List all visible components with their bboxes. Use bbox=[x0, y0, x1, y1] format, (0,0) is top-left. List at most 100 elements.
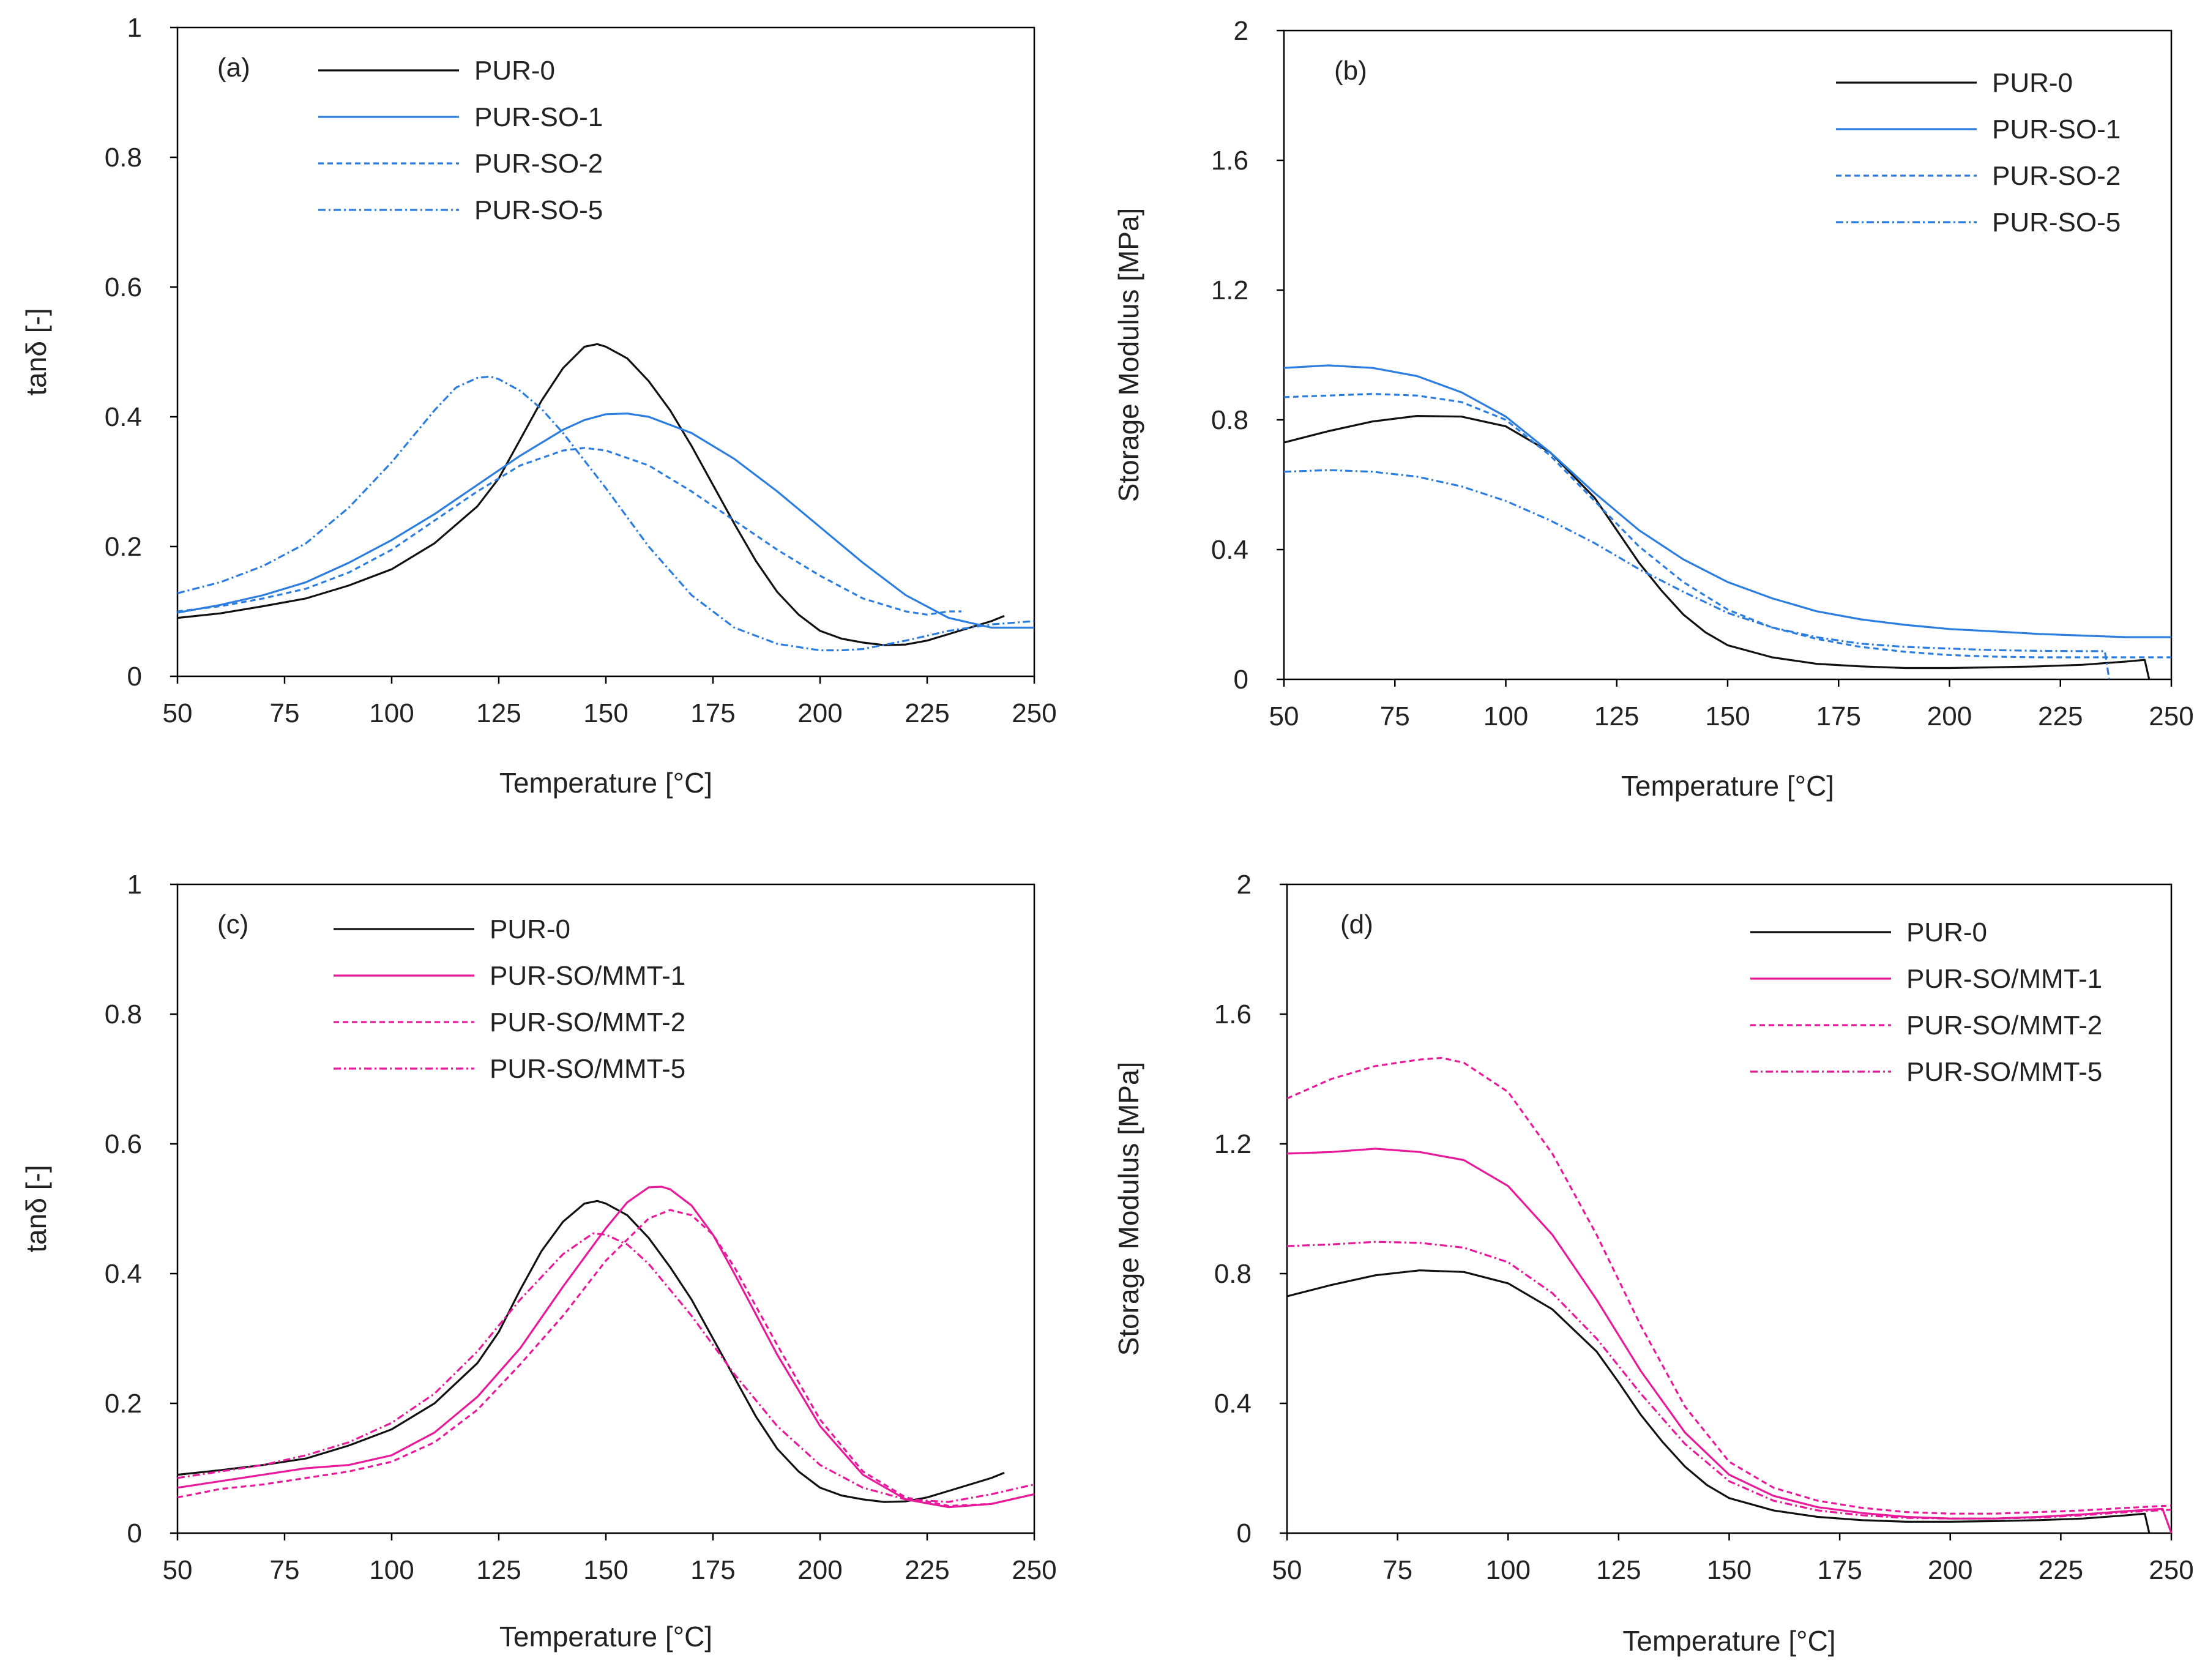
y-tick-label: 0 bbox=[1234, 665, 1248, 695]
x-tick-label: 50 bbox=[163, 1555, 193, 1585]
series-line-pur-so-mmt-1 bbox=[1286, 1148, 2173, 1534]
series-line-pur-so-mmt-2 bbox=[1286, 1056, 2172, 1515]
y-tick-label: 0.4 bbox=[1211, 535, 1248, 565]
series-line-pur-so-mmt-1 bbox=[177, 1185, 1035, 1509]
y-tick-label: 0.4 bbox=[105, 1259, 142, 1289]
y-tick-label: 0.6 bbox=[105, 1129, 142, 1159]
chart-panel-c: 50 75 100 125 150 175 200 225 250 0 0.2 0.4 0.6 0.8 1 T… bbox=[20, 870, 1057, 1652]
y-tick-label: 0.4 bbox=[1214, 1389, 1252, 1419]
x-tick-label: 250 bbox=[2149, 701, 2193, 731]
series-line-pur-so-1 bbox=[177, 413, 1034, 629]
y-tick-label: 1.6 bbox=[1211, 146, 1248, 176]
x-tick-label: 100 bbox=[1486, 1555, 1531, 1585]
y-tick-label: 2 bbox=[1237, 870, 1252, 900]
legend-entry: PUR-0 bbox=[1906, 917, 1987, 947]
y-axis-title: tanδ [-] bbox=[20, 1165, 52, 1252]
legend-entry: PUR-SO-1 bbox=[474, 102, 603, 132]
x-tick-label: 100 bbox=[1483, 701, 1528, 731]
x-tick-label: 250 bbox=[1012, 1555, 1056, 1585]
chart-panel-d: 50 75 100 125 150 175 200 225 250 0 0.4 0.8 1.2 1.6 2 T… bbox=[1113, 870, 2194, 1657]
x-axis-title: Temperature [°C] bbox=[1622, 1625, 1835, 1657]
series-line-pur-so-2 bbox=[1283, 393, 2171, 659]
x-tick-label: 100 bbox=[369, 1555, 414, 1585]
y-tick-label: 0 bbox=[127, 662, 142, 692]
legend-entry: PUR-SO-5 bbox=[474, 195, 603, 225]
y-tick-label: 0 bbox=[1237, 1518, 1252, 1548]
x-tick-label: 250 bbox=[2149, 1555, 2193, 1585]
legend-entry: PUR-0 bbox=[1992, 68, 2073, 98]
x-tick-label: 175 bbox=[690, 698, 735, 728]
series-line-pur-so-5 bbox=[1283, 469, 2111, 680]
x-tick-label: 125 bbox=[476, 698, 521, 728]
x-tick-label: 225 bbox=[2039, 1555, 2083, 1585]
series-line-pur-0 bbox=[177, 343, 1005, 646]
legend-entry: PUR-SO-2 bbox=[474, 149, 603, 179]
x-tick-label: 75 bbox=[1382, 1555, 1412, 1585]
y-axis-title: tanδ [-] bbox=[20, 308, 52, 395]
x-tick-label: 125 bbox=[1594, 701, 1639, 731]
y-tick-label: 0.8 bbox=[1214, 1259, 1252, 1289]
legend-entry: PUR-SO-1 bbox=[1992, 114, 2121, 144]
x-tick-label: 150 bbox=[1705, 701, 1750, 731]
chart-panel-a: 50 75 100 125 150 175 200 225 250 0 0.2 0.4 0.6 0.8 1 T… bbox=[20, 13, 1057, 799]
y-tick-label: 1.6 bbox=[1214, 999, 1252, 1029]
x-tick-label: 75 bbox=[270, 1555, 300, 1585]
y-tick-label: 2 bbox=[1234, 16, 1248, 46]
series-line-pur-so-5 bbox=[177, 375, 1035, 652]
panel-label: (d) bbox=[1340, 909, 1373, 939]
legend-entry: PUR-SO-2 bbox=[1992, 161, 2121, 191]
y-tick-label: 1 bbox=[127, 870, 142, 900]
panel-label: (a) bbox=[217, 53, 250, 83]
x-tick-label: 50 bbox=[163, 698, 193, 728]
x-tick-label: 150 bbox=[583, 1555, 628, 1585]
legend-entry: PUR-0 bbox=[490, 914, 570, 944]
panel-label: (b) bbox=[1334, 56, 1367, 86]
legend-entry: PUR-SO/MMT-2 bbox=[1906, 1010, 2102, 1040]
x-axis-title: Temperature [°C] bbox=[1621, 770, 1834, 802]
x-tick-label: 200 bbox=[1927, 701, 1972, 731]
x-tick-label: 225 bbox=[905, 698, 949, 728]
y-tick-label: 0 bbox=[127, 1518, 142, 1548]
x-tick-label: 125 bbox=[476, 1555, 521, 1585]
x-tick-label: 175 bbox=[1817, 1555, 1862, 1585]
y-tick-label: 0.4 bbox=[105, 402, 142, 432]
x-tick-label: 225 bbox=[2038, 701, 2083, 731]
x-axis-title: Temperature [°C] bbox=[499, 1621, 712, 1652]
x-tick-label: 200 bbox=[1928, 1555, 1972, 1585]
x-tick-label: 150 bbox=[1707, 1555, 1752, 1585]
x-tick-label: 125 bbox=[1596, 1555, 1641, 1585]
x-tick-label: 250 bbox=[1012, 698, 1056, 728]
y-axis-title: Storage Modulus [MPa] bbox=[1113, 208, 1144, 502]
y-tick-label: 0.8 bbox=[1211, 405, 1248, 435]
legend-entry: PUR-SO/MMT-5 bbox=[490, 1054, 685, 1084]
x-tick-label: 200 bbox=[797, 698, 842, 728]
y-tick-label: 1.2 bbox=[1214, 1129, 1252, 1159]
series-line-pur-0 bbox=[1286, 1269, 2151, 1534]
y-tick-label: 0.8 bbox=[105, 999, 142, 1029]
series-line-pur-0 bbox=[177, 1200, 1005, 1503]
legend-entry: PUR-SO-5 bbox=[1992, 207, 2121, 237]
chart-panel-b: 50 75 100 125 150 175 200 225 250 0 0.4 0.8 1.2 1.6 2 T… bbox=[1113, 16, 2194, 802]
legend-entry: PUR-SO/MMT-1 bbox=[1906, 964, 2102, 994]
y-axis-title: Storage Modulus [MPa] bbox=[1113, 1062, 1144, 1356]
x-tick-label: 50 bbox=[1272, 1555, 1302, 1585]
y-tick-label: 1.2 bbox=[1211, 275, 1248, 305]
legend-entry: PUR-0 bbox=[474, 56, 555, 86]
y-tick-label: 1 bbox=[127, 13, 142, 43]
x-tick-label: 75 bbox=[270, 698, 300, 728]
x-tick-label: 150 bbox=[583, 698, 628, 728]
x-tick-label: 175 bbox=[1816, 701, 1861, 731]
x-tick-label: 175 bbox=[690, 1555, 735, 1585]
series-line-pur-so-2 bbox=[177, 447, 961, 616]
legend-entry: PUR-SO/MMT-2 bbox=[490, 1007, 685, 1037]
x-axis-title: Temperature [°C] bbox=[499, 767, 712, 799]
y-tick-label: 0.6 bbox=[105, 272, 142, 302]
x-tick-label: 100 bbox=[369, 698, 414, 728]
series-line-pur-so-1 bbox=[1283, 364, 2171, 638]
panel-label: (c) bbox=[217, 909, 248, 939]
legend-entry: PUR-SO/MMT-1 bbox=[490, 961, 685, 991]
series-line-pur-so-mmt-5 bbox=[177, 1232, 1035, 1503]
y-tick-label: 0.2 bbox=[105, 1389, 142, 1419]
x-tick-label: 200 bbox=[797, 1555, 842, 1585]
